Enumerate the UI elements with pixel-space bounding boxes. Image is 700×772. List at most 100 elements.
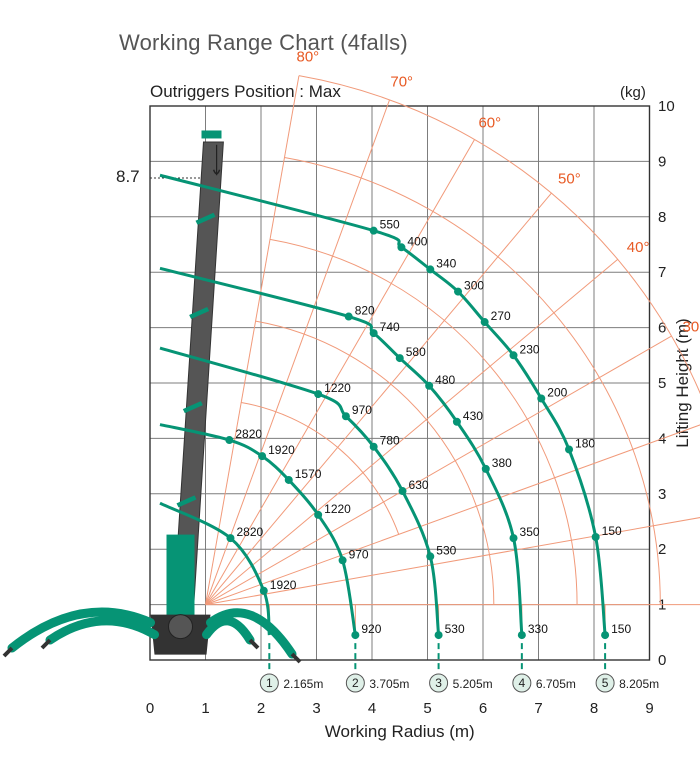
load-point xyxy=(314,390,323,399)
load-label: 330 xyxy=(528,622,548,636)
load-label: 350 xyxy=(520,525,540,539)
load-point xyxy=(344,312,353,321)
load-point xyxy=(314,510,323,519)
guide-arc xyxy=(269,238,578,605)
lift-cylinder xyxy=(166,534,195,625)
load-point xyxy=(454,287,463,296)
outrigger-foot xyxy=(290,652,302,664)
load-label: 180 xyxy=(575,436,595,450)
load-point xyxy=(426,552,435,561)
hook-icon xyxy=(212,169,221,175)
y-tick-label: 2 xyxy=(658,541,666,558)
outrigger-foot xyxy=(40,638,52,650)
outrigger-leg xyxy=(206,608,297,659)
y-tick-label: 5 xyxy=(658,375,666,392)
x-tick-label: 4 xyxy=(368,700,376,717)
load-label: 480 xyxy=(435,373,455,387)
y-tick-label: 10 xyxy=(658,98,675,115)
load-label: 270 xyxy=(491,309,511,323)
angle-label: 30° xyxy=(683,318,700,335)
outrigger-leg xyxy=(202,616,255,645)
load-point xyxy=(284,475,293,484)
x-tick-label: 5 xyxy=(423,700,431,717)
x-tick-label: 0 xyxy=(146,700,154,717)
unit-label: (kg) xyxy=(620,84,646,101)
load-label: 1570 xyxy=(295,467,322,481)
load-point xyxy=(369,329,378,338)
load-label: 1220 xyxy=(324,502,351,516)
boom-head xyxy=(201,130,222,139)
section-number: 3 xyxy=(435,676,442,690)
load-label: 550 xyxy=(380,218,400,232)
y-axis-title: Lifting Height (m) xyxy=(673,318,692,447)
load-label: 970 xyxy=(352,403,372,417)
angle-line xyxy=(205,258,619,605)
crane-illustration xyxy=(2,130,302,664)
y-tick-label: 0 xyxy=(658,652,666,669)
boom-bracket xyxy=(176,495,197,508)
section-number: 1 xyxy=(266,676,273,690)
load-point xyxy=(509,351,518,360)
load-point xyxy=(601,631,610,640)
section-badge xyxy=(259,673,279,693)
load-curve xyxy=(159,173,607,636)
load-point xyxy=(481,464,490,473)
load-label: 200 xyxy=(547,386,567,400)
outrigger-foot xyxy=(2,646,14,658)
page-title: Working Range Chart (4falls) xyxy=(119,30,408,55)
load-label: 2820 xyxy=(235,427,262,441)
boom-bracket xyxy=(182,401,203,414)
load-label: 400 xyxy=(407,234,427,248)
section-badge xyxy=(595,673,615,693)
outrigger-foot xyxy=(248,638,260,650)
load-point xyxy=(341,412,350,421)
y-tick-label: 8 xyxy=(658,209,666,226)
load-label: 1220 xyxy=(324,381,351,395)
x-tick-label: 7 xyxy=(534,700,542,717)
angle-label: 80° xyxy=(297,49,320,66)
section-radius-label: 3.705m xyxy=(369,677,409,691)
slew-gear xyxy=(168,614,193,640)
load-label: 2820 xyxy=(236,525,263,539)
y-tick-label: 3 xyxy=(658,486,666,503)
load-label: 230 xyxy=(520,342,540,356)
load-point xyxy=(426,265,435,274)
guide-arc xyxy=(255,320,495,605)
section-badge xyxy=(345,673,365,693)
angle-line xyxy=(205,517,700,606)
load-point xyxy=(258,452,267,461)
load-label: 340 xyxy=(436,256,456,270)
angle-guides xyxy=(205,75,700,636)
angle-line xyxy=(205,335,672,606)
section-number: 4 xyxy=(519,676,526,690)
load-label: 580 xyxy=(406,345,426,359)
section-number: 5 xyxy=(602,676,609,690)
y-tick-label: 6 xyxy=(658,320,666,337)
section-badge xyxy=(512,673,532,693)
load-point xyxy=(369,226,378,235)
load-label: 820 xyxy=(355,304,375,318)
angle-line xyxy=(205,75,300,605)
section-badge xyxy=(429,673,449,693)
x-axis-title: Working Radius (m) xyxy=(325,722,475,741)
load-point xyxy=(338,556,347,565)
load-point xyxy=(509,534,518,543)
load-label: 530 xyxy=(445,622,465,636)
load-label: 150 xyxy=(611,622,631,636)
section-radius-label: 5.205m xyxy=(453,677,493,691)
y-tick-label: 7 xyxy=(658,264,666,281)
radius-badges: 1 2.165m 2 3.705m 3 5.205m 4 6.705m 5 8.205m xyxy=(259,673,659,693)
angle-label: 50° xyxy=(558,170,581,187)
section-number: 2 xyxy=(352,676,359,690)
boom-bracket xyxy=(195,212,216,225)
angle-label: 70° xyxy=(390,74,413,91)
section-radius-label: 2.165m xyxy=(283,677,323,691)
boom-bracket xyxy=(189,306,210,319)
load-points: 2820192028201920157012209709201220970780… xyxy=(225,218,631,640)
x-tick-label: 1 xyxy=(201,700,209,717)
angle-label: 60° xyxy=(478,115,501,132)
x-tick-label: 8 xyxy=(590,700,598,717)
y-tick-label: 9 xyxy=(658,153,666,170)
